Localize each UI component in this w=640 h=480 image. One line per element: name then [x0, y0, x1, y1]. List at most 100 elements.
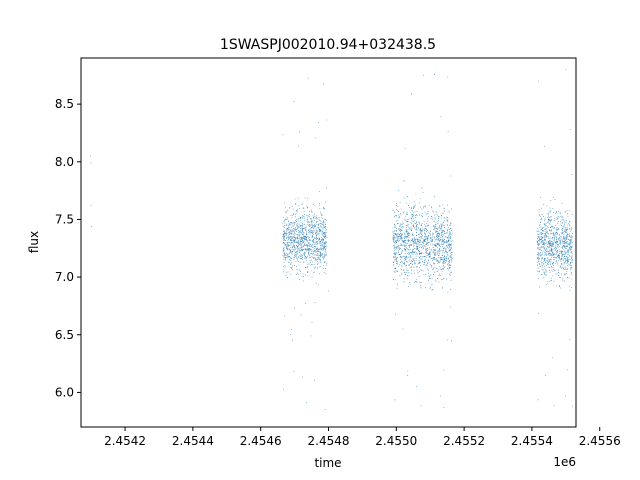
data-point [551, 243, 553, 245]
data-point [314, 243, 315, 245]
data-point [416, 239, 418, 240]
data-point [426, 220, 428, 222]
data-point [540, 207, 542, 209]
data-point [296, 223, 298, 224]
data-point [415, 238, 417, 240]
data-point [394, 252, 396, 253]
data-point [297, 243, 299, 244]
data-point [314, 225, 315, 227]
data-point [293, 258, 295, 260]
data-point [563, 240, 565, 242]
data-point [557, 241, 558, 242]
data-point [290, 237, 291, 239]
data-point [551, 357, 553, 359]
data-point [300, 216, 301, 218]
data-point [406, 278, 408, 280]
data-point [409, 248, 411, 250]
data-point [405, 250, 407, 252]
data-point [423, 240, 425, 241]
data-point [564, 241, 565, 243]
data-point [545, 262, 547, 264]
data-point [408, 235, 410, 236]
data-point [567, 234, 569, 236]
data-point [563, 254, 565, 255]
data-point [568, 249, 569, 251]
data-point [443, 266, 445, 268]
data-point [300, 231, 302, 233]
data-point [298, 226, 300, 228]
data-point [290, 263, 291, 265]
data-point [313, 254, 315, 256]
data-point [286, 216, 288, 218]
data-point [410, 255, 411, 257]
data-point [450, 340, 452, 342]
data-point [91, 226, 92, 227]
data-point [451, 208, 452, 210]
data-point [318, 239, 320, 241]
data-point [323, 246, 325, 248]
data-point [552, 244, 554, 245]
data-point [308, 249, 310, 251]
data-point [561, 252, 562, 254]
data-point [407, 253, 408, 254]
data-point [563, 236, 565, 237]
data-point [432, 219, 434, 221]
data-point [300, 244, 302, 246]
data-point [437, 249, 439, 251]
data-point [549, 222, 550, 224]
data-point [560, 238, 562, 240]
data-point [420, 269, 421, 271]
data-point [296, 253, 298, 255]
data-point [432, 229, 434, 231]
data-point [414, 252, 415, 253]
data-point [301, 255, 303, 256]
data-point [288, 236, 289, 238]
data-point [431, 207, 433, 209]
data-point [443, 260, 444, 262]
data-point [564, 262, 566, 264]
data-point [408, 264, 409, 266]
data-point [325, 234, 326, 235]
data-point [430, 235, 431, 237]
data-point [307, 249, 308, 251]
data-point [325, 254, 327, 256]
data-point [295, 248, 296, 250]
data-point [551, 233, 552, 235]
data-point [288, 238, 290, 240]
data-point [296, 247, 298, 249]
data-point [562, 228, 564, 229]
data-point [565, 222, 567, 223]
data-point [324, 226, 326, 228]
data-point [316, 218, 317, 220]
data-point [413, 206, 414, 208]
data-point [306, 250, 308, 252]
data-point [570, 273, 572, 274]
data-point [286, 231, 288, 232]
data-point [565, 259, 566, 261]
data-point [410, 263, 412, 264]
data-point [289, 231, 291, 233]
data-point [435, 224, 437, 226]
data-point [393, 252, 395, 254]
data-point [325, 249, 326, 251]
data-point [432, 240, 433, 242]
data-point [407, 233, 408, 235]
data-point [291, 231, 293, 232]
data-point [544, 240, 546, 242]
data-point [284, 233, 286, 234]
data-point [420, 229, 421, 230]
data-point [544, 230, 546, 232]
data-point [298, 248, 300, 250]
data-point [431, 238, 432, 240]
data-point [548, 241, 549, 242]
data-point [409, 233, 411, 234]
data-point [566, 260, 567, 261]
data-point [447, 245, 448, 247]
data-point [284, 234, 286, 236]
data-point [549, 263, 551, 265]
data-point [407, 269, 409, 271]
data-point [542, 233, 544, 234]
data-point [540, 232, 542, 233]
data-point [546, 248, 548, 250]
data-point [293, 247, 295, 249]
